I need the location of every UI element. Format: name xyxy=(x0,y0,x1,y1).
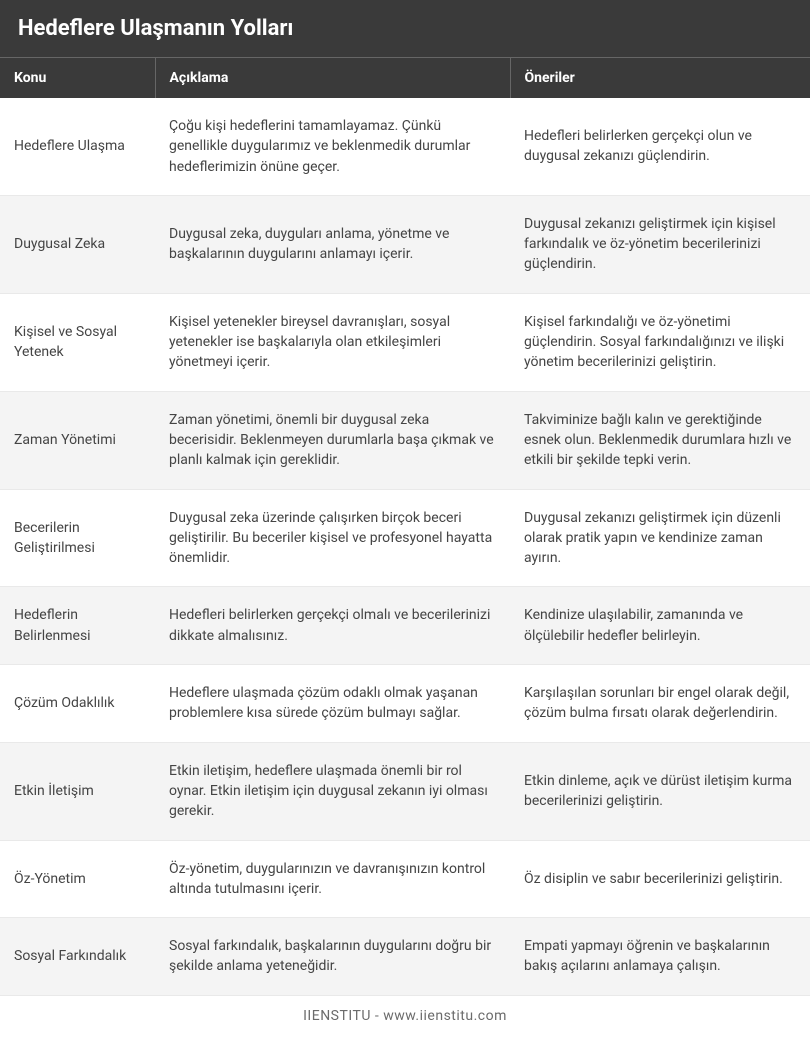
table-row: Becerilerin Geliştirilmesi Duygusal zeka… xyxy=(0,489,810,587)
cell-topic: Hedeflere Ulaşma xyxy=(0,98,155,195)
table-header-row: Konu Açıklama Öneriler xyxy=(0,58,810,99)
cell-rec: Kişisel farkındalığı ve öz-yönetimi güçl… xyxy=(510,293,810,391)
cell-rec: Hedefleri belirlerken gerçekçi olun ve d… xyxy=(510,98,810,195)
col-header-rec: Öneriler xyxy=(510,58,810,99)
cell-desc: Duygusal zeka, duyguları anlama, yönetme… xyxy=(155,195,510,293)
cell-rec: Empati yapmayı öğrenin ve başkalarının b… xyxy=(510,918,810,996)
goals-table: Konu Açıklama Öneriler Hedeflere Ulaşma … xyxy=(0,57,810,996)
table-row: Kişisel ve Sosyal Yetenek Kişisel yetene… xyxy=(0,293,810,391)
col-header-topic: Konu xyxy=(0,58,155,99)
cell-desc: Çoğu kişi hedeflerini tamamlayamaz. Çünk… xyxy=(155,98,510,195)
table-row: Çözüm Odaklılık Hedeflere ulaşmada çözüm… xyxy=(0,665,810,743)
cell-rec: Öz disiplin ve sabır becerilerinizi geli… xyxy=(510,840,810,918)
cell-rec: Karşılaşılan sorunları bir engel olarak … xyxy=(510,665,810,743)
cell-rec: Etkin dinleme, açık ve dürüst iletişim k… xyxy=(510,742,810,840)
cell-desc: Zaman yönetimi, önemli bir duygusal zeka… xyxy=(155,391,510,489)
table-row: Hedeflere Ulaşma Çoğu kişi hedeflerini t… xyxy=(0,98,810,195)
table-body: Hedeflere Ulaşma Çoğu kişi hedeflerini t… xyxy=(0,98,810,995)
cell-desc: Hedefleri belirlerken gerçekçi olmalı ve… xyxy=(155,587,510,665)
cell-rec: Takviminize bağlı kalın ve gerektiğinde … xyxy=(510,391,810,489)
cell-topic: Çözüm Odaklılık xyxy=(0,665,155,743)
cell-rec: Duygusal zekanızı geliştirmek için düzen… xyxy=(510,489,810,587)
cell-topic: Becerilerin Geliştirilmesi xyxy=(0,489,155,587)
cell-desc: Etkin iletişim, hedeflere ulaşmada öneml… xyxy=(155,742,510,840)
table-row: Sosyal Farkındalık Sosyal farkındalık, b… xyxy=(0,918,810,996)
table-row: Öz-Yönetim Öz-yönetim, duygularınızın ve… xyxy=(0,840,810,918)
cell-desc: Hedeflere ulaşmada çözüm odaklı olmak ya… xyxy=(155,665,510,743)
cell-desc: Sosyal farkındalık, başkalarının duygula… xyxy=(155,918,510,996)
cell-topic: Öz-Yönetim xyxy=(0,840,155,918)
cell-rec: Duygusal zekanızı geliştirmek için kişis… xyxy=(510,195,810,293)
table-row: Hedeflerin Belirlenmesi Hedefleri belirl… xyxy=(0,587,810,665)
cell-topic: Zaman Yönetimi xyxy=(0,391,155,489)
cell-topic: Kişisel ve Sosyal Yetenek xyxy=(0,293,155,391)
cell-topic: Duygusal Zeka xyxy=(0,195,155,293)
table-container: Hedeflere Ulaşmanın Yolları Konu Açıklam… xyxy=(0,0,810,1038)
cell-rec: Kendinize ulaşılabilir, zamanında ve ölç… xyxy=(510,587,810,665)
footer-text: IIENSTITU - www.iienstitu.com xyxy=(0,996,810,1038)
cell-desc: Kişisel yetenekler bireysel davranışları… xyxy=(155,293,510,391)
table-row: Etkin İletişim Etkin iletişim, hedeflere… xyxy=(0,742,810,840)
cell-topic: Etkin İletişim xyxy=(0,742,155,840)
cell-topic: Sosyal Farkındalık xyxy=(0,918,155,996)
cell-desc: Öz-yönetim, duygularınızın ve davranışın… xyxy=(155,840,510,918)
table-row: Duygusal Zeka Duygusal zeka, duyguları a… xyxy=(0,195,810,293)
page-title: Hedeflere Ulaşmanın Yolları xyxy=(0,0,810,57)
cell-desc: Duygusal zeka üzerinde çalışırken birçok… xyxy=(155,489,510,587)
col-header-desc: Açıklama xyxy=(155,58,510,99)
cell-topic: Hedeflerin Belirlenmesi xyxy=(0,587,155,665)
table-row: Zaman Yönetimi Zaman yönetimi, önemli bi… xyxy=(0,391,810,489)
